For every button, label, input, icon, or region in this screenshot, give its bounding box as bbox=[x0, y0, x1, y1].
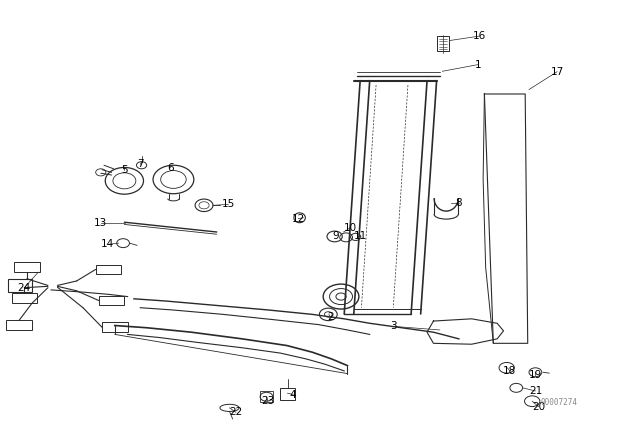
Text: 24: 24 bbox=[18, 283, 31, 293]
Text: 22: 22 bbox=[229, 407, 243, 418]
Bar bbox=[260, 391, 273, 402]
Bar bbox=[102, 323, 127, 332]
Bar bbox=[6, 320, 32, 330]
Text: 8: 8 bbox=[456, 198, 462, 207]
Text: 9: 9 bbox=[332, 232, 339, 241]
Text: 16: 16 bbox=[473, 31, 486, 41]
Text: 2: 2 bbox=[327, 313, 333, 323]
Text: 17: 17 bbox=[550, 67, 564, 77]
Text: 5: 5 bbox=[121, 165, 128, 175]
Text: 20: 20 bbox=[532, 401, 545, 412]
Bar bbox=[14, 262, 40, 272]
Bar bbox=[12, 293, 37, 303]
Text: 1: 1 bbox=[475, 60, 481, 69]
Bar bbox=[280, 388, 294, 401]
Text: 21: 21 bbox=[529, 386, 542, 396]
Text: 19: 19 bbox=[529, 370, 542, 380]
Text: 13: 13 bbox=[94, 218, 108, 228]
Bar bbox=[99, 296, 124, 306]
Text: 6: 6 bbox=[167, 163, 173, 173]
Text: 10: 10 bbox=[344, 223, 357, 233]
Bar bbox=[96, 264, 121, 274]
Text: 15: 15 bbox=[221, 199, 235, 209]
Text: 11: 11 bbox=[353, 232, 367, 241]
Text: 00007274: 00007274 bbox=[540, 398, 577, 408]
Text: 4: 4 bbox=[290, 389, 296, 400]
Text: 14: 14 bbox=[100, 240, 114, 250]
Bar bbox=[8, 279, 32, 292]
Text: 7: 7 bbox=[137, 159, 143, 169]
Bar bbox=[437, 36, 449, 51]
Text: 3: 3 bbox=[390, 321, 397, 332]
Text: 12: 12 bbox=[292, 214, 305, 224]
Text: 18: 18 bbox=[503, 366, 516, 376]
Text: 23: 23 bbox=[261, 396, 275, 406]
